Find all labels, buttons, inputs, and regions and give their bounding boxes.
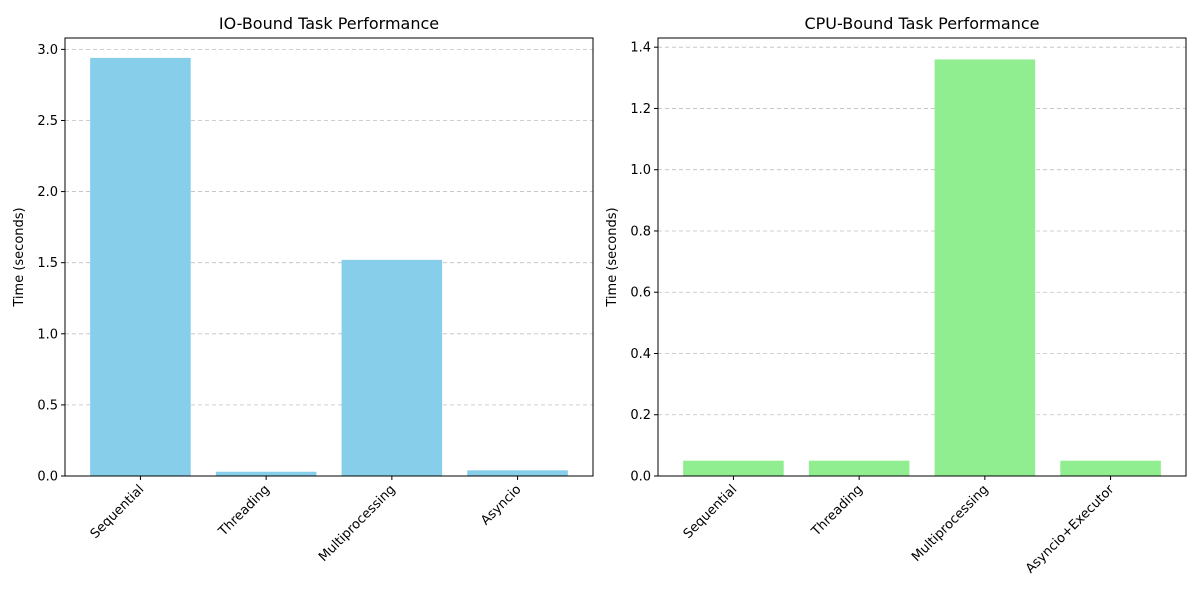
axes-frame bbox=[64, 37, 594, 477]
x-tick-label: Sequential bbox=[681, 482, 741, 542]
y-tick-label: 1.4 bbox=[630, 41, 651, 56]
y-tick-label: 0.6 bbox=[630, 286, 651, 301]
y-tick-label: 1.0 bbox=[630, 163, 651, 178]
y-tick-label: 1.0 bbox=[37, 327, 58, 342]
x-tick-label: Multiprocessing bbox=[316, 482, 399, 565]
bar bbox=[808, 460, 910, 476]
y-axis-label: Time (seconds) bbox=[605, 207, 620, 307]
y-tick-label: 0.4 bbox=[630, 347, 651, 362]
x-tick-label: Multiprocessing bbox=[909, 482, 992, 565]
x-tick-label: Threading bbox=[215, 482, 273, 540]
y-tick-label: 0.8 bbox=[630, 224, 651, 239]
chart-panel-2: 0.0 0.2 0.4 0.6 0.8 1.0 1.2 1.4 Sequential Thread… bbox=[605, 14, 1187, 577]
bar bbox=[341, 259, 443, 476]
bar bbox=[1060, 460, 1161, 476]
bar bbox=[215, 471, 317, 476]
x-tick-label: Asyncio bbox=[478, 482, 524, 528]
y-tick-label: 0.2 bbox=[630, 408, 651, 423]
y-tick-label: 1.5 bbox=[37, 256, 58, 271]
y-tick-label: 0.0 bbox=[37, 470, 58, 485]
chart-panel-1: 0.0 0.5 1.0 1.5 2.0 2.5 3.0 Sequential Threading… bbox=[12, 14, 594, 565]
bar bbox=[467, 470, 568, 476]
y-tick-label: 2.0 bbox=[37, 185, 58, 200]
bar bbox=[934, 59, 1036, 477]
x-tick-label: Threading bbox=[808, 482, 866, 540]
y-axis-label: Time (seconds) bbox=[12, 207, 27, 307]
y-tick-label: 0.5 bbox=[37, 398, 58, 413]
axes-frame bbox=[657, 37, 1187, 477]
y-tick-label: 1.2 bbox=[630, 102, 651, 117]
y-tick-label: 2.5 bbox=[37, 114, 58, 129]
chart-title: IO-Bound Task Performance bbox=[219, 14, 439, 33]
x-tick-label: Sequential bbox=[88, 482, 148, 542]
y-tick-label: 0.0 bbox=[630, 470, 651, 485]
y-tick-label: 3.0 bbox=[37, 43, 58, 58]
bar bbox=[683, 460, 784, 476]
x-tick-label: Asyncio+Executor bbox=[1023, 482, 1118, 577]
chart-title: CPU-Bound Task Performance bbox=[804, 14, 1039, 33]
bar bbox=[90, 57, 191, 477]
